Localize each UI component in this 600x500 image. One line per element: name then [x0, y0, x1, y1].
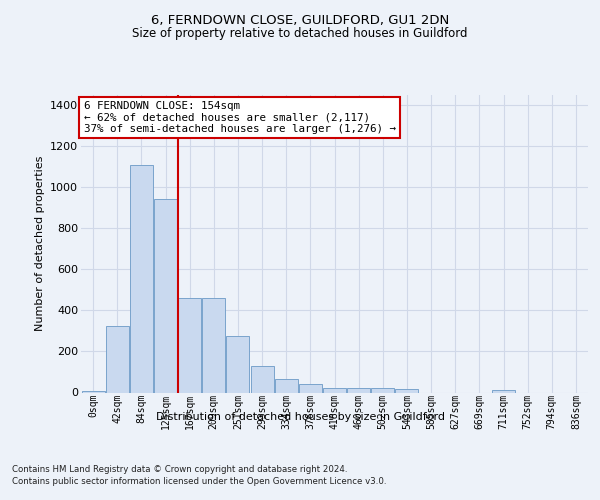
Bar	[347, 388, 370, 392]
Bar	[275, 379, 298, 392]
Bar	[299, 384, 322, 392]
Bar	[178, 298, 201, 392]
Bar	[202, 298, 225, 392]
Text: Distribution of detached houses by size in Guildford: Distribution of detached houses by size …	[155, 412, 445, 422]
Bar	[130, 165, 153, 392]
Text: 6, FERNDOWN CLOSE, GUILDFORD, GU1 2DN: 6, FERNDOWN CLOSE, GUILDFORD, GU1 2DN	[151, 14, 449, 27]
Text: Contains public sector information licensed under the Open Government Licence v3: Contains public sector information licen…	[12, 478, 386, 486]
Bar	[323, 388, 346, 392]
Bar	[154, 198, 177, 392]
Bar	[395, 390, 418, 392]
Bar	[371, 388, 394, 392]
Y-axis label: Number of detached properties: Number of detached properties	[35, 156, 44, 332]
Bar	[492, 390, 515, 392]
Text: Size of property relative to detached houses in Guildford: Size of property relative to detached ho…	[132, 28, 468, 40]
Bar	[251, 366, 274, 392]
Bar	[106, 326, 128, 392]
Text: 6 FERNDOWN CLOSE: 154sqm
← 62% of detached houses are smaller (2,117)
37% of sem: 6 FERNDOWN CLOSE: 154sqm ← 62% of detach…	[83, 101, 395, 134]
Text: Contains HM Land Registry data © Crown copyright and database right 2024.: Contains HM Land Registry data © Crown c…	[12, 465, 347, 474]
Bar	[226, 336, 250, 392]
